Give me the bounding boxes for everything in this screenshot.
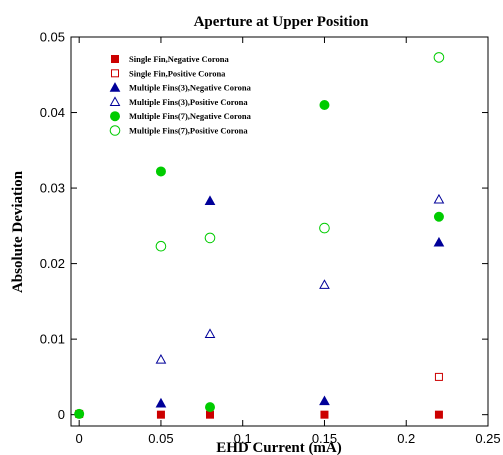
x-axis-label: EHD Current (mA) <box>216 440 342 455</box>
legend-marker <box>110 111 120 122</box>
data-point <box>204 195 216 206</box>
data-point <box>433 211 444 222</box>
x-tick-label: 0.05 <box>148 431 173 446</box>
data-point <box>319 99 330 110</box>
series-3 <box>155 195 445 408</box>
data-point <box>155 354 167 364</box>
legend-label: Multiple Fins(7),Negative Corona <box>129 111 252 121</box>
legend-item: Multiple Fins(7),Positive Corona <box>109 125 248 136</box>
x-tick-label: 0.2 <box>397 431 415 446</box>
legend: Single Fin,Negative Corona Single Fin,Pos… <box>109 54 252 136</box>
y-tick-label: 0.01 <box>40 332 65 347</box>
data-point <box>74 408 85 419</box>
data-point <box>155 397 167 408</box>
data-point <box>434 410 443 419</box>
legend-label: Multiple Fins(3),Positive Corona <box>129 97 248 107</box>
data-point <box>205 402 215 413</box>
legend-label: Multiple Fins(7),Positive Corona <box>129 126 248 136</box>
legend-marker <box>109 82 121 92</box>
data-point <box>319 222 330 234</box>
plot-frame <box>70 36 489 427</box>
legend-item: Single Fin,Positive Corona <box>111 68 226 78</box>
series-1 <box>75 409 443 419</box>
legend-item: Multiple Fins(3),Positive Corona <box>109 96 248 107</box>
y-tick-label: 0.03 <box>40 181 65 196</box>
x-tick-label: 0.15 <box>312 431 337 446</box>
data-point <box>204 328 216 338</box>
data-point <box>155 240 167 252</box>
legend-item: Multiple Fins(7),Negative Corona <box>110 111 252 122</box>
legend-label: Single Fin,Positive Corona <box>129 68 226 78</box>
data-point <box>156 410 165 419</box>
legend-label: Single Fin,Negative Corona <box>129 54 229 64</box>
data-point <box>204 232 216 244</box>
series-2 <box>434 372 443 381</box>
series-5 <box>74 99 444 419</box>
x-tick-label: 0 <box>76 431 83 446</box>
data-point <box>319 279 330 289</box>
legend-marker <box>109 125 121 136</box>
x-tick-label: 0.1 <box>234 431 252 446</box>
legend-marker <box>109 96 121 106</box>
legend-item: Single Fin,Negative Corona <box>111 54 229 64</box>
data-point <box>434 372 443 381</box>
data-point <box>206 410 214 419</box>
y-tick-label: 0.05 <box>40 30 65 45</box>
x-axis: 0 0.05 0.1 0.15 0.2 0.25 <box>76 37 501 446</box>
legend-item: Multiple Fins(3),Negative Corona <box>109 82 252 93</box>
y-tick-label: 0.02 <box>40 256 65 271</box>
data-point <box>155 166 166 177</box>
legend-marker <box>111 55 119 63</box>
chart-title: Aperture at Upper Position <box>194 14 370 30</box>
data-point <box>320 410 329 419</box>
y-tick-label: 0 <box>58 407 65 422</box>
x-tick-label: 0.25 <box>475 431 500 446</box>
legend-marker <box>111 69 119 78</box>
y-axis-label: Absolute Deviation <box>10 170 26 293</box>
data-point <box>319 395 330 406</box>
data-point <box>433 236 445 247</box>
y-tick-label: 0.04 <box>40 105 65 120</box>
data-series <box>74 52 445 419</box>
legend-label: Multiple Fins(3),Negative Corona <box>129 83 252 93</box>
data-point <box>433 52 445 63</box>
series-6 <box>155 52 445 252</box>
data-point <box>433 193 445 204</box>
y-axis: 0 0.01 0.02 0.03 0.04 0.05 <box>40 30 488 422</box>
series-4 <box>155 193 445 364</box>
